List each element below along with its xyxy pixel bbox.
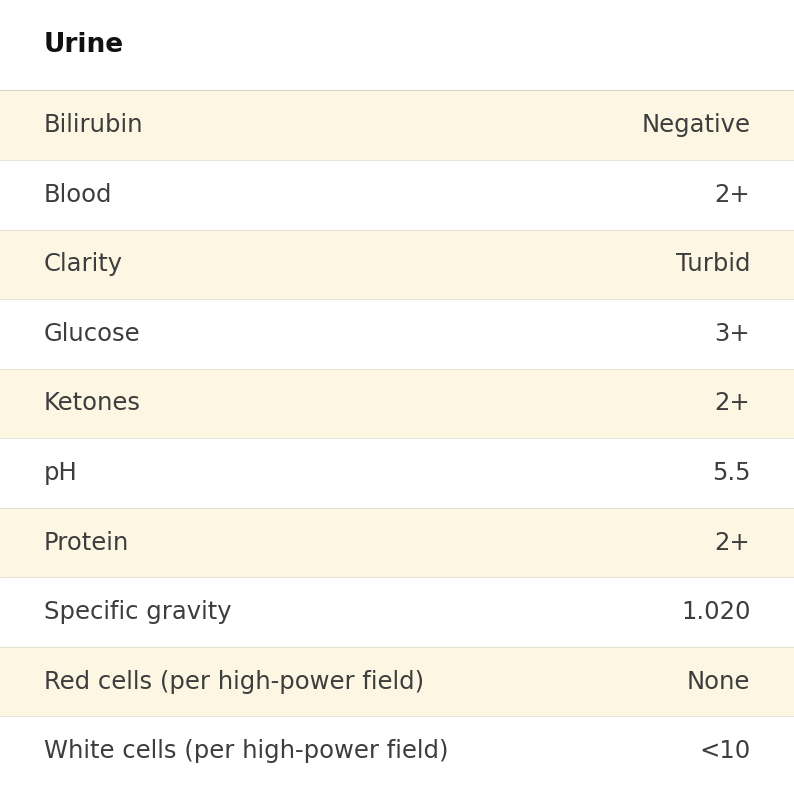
FancyBboxPatch shape (0, 160, 794, 230)
FancyBboxPatch shape (0, 299, 794, 369)
Text: 3+: 3+ (715, 321, 750, 346)
Text: 2+: 2+ (715, 531, 750, 555)
Text: <10: <10 (699, 739, 750, 763)
Text: 1.020: 1.020 (680, 600, 750, 624)
FancyBboxPatch shape (0, 438, 794, 508)
Text: Negative: Negative (642, 113, 750, 138)
FancyBboxPatch shape (0, 717, 794, 786)
Text: 2+: 2+ (715, 182, 750, 207)
Text: 5.5: 5.5 (712, 461, 750, 485)
FancyBboxPatch shape (0, 369, 794, 438)
Text: White cells (per high-power field): White cells (per high-power field) (44, 739, 448, 763)
Text: pH: pH (44, 461, 78, 485)
FancyBboxPatch shape (0, 230, 794, 299)
Text: None: None (687, 670, 750, 694)
Text: Red cells (per high-power field): Red cells (per high-power field) (44, 670, 424, 694)
Text: Glucose: Glucose (44, 321, 141, 346)
Text: Clarity: Clarity (44, 252, 123, 277)
Text: Protein: Protein (44, 531, 129, 555)
Text: Bilirubin: Bilirubin (44, 113, 143, 138)
Text: 2+: 2+ (715, 391, 750, 416)
FancyBboxPatch shape (0, 577, 794, 647)
Text: Specific gravity: Specific gravity (44, 600, 231, 624)
Text: Ketones: Ketones (44, 391, 141, 416)
Text: Blood: Blood (44, 182, 112, 207)
FancyBboxPatch shape (0, 647, 794, 717)
FancyBboxPatch shape (0, 90, 794, 160)
Text: Urine: Urine (44, 32, 124, 58)
Text: Turbid: Turbid (676, 252, 750, 277)
FancyBboxPatch shape (0, 508, 794, 577)
